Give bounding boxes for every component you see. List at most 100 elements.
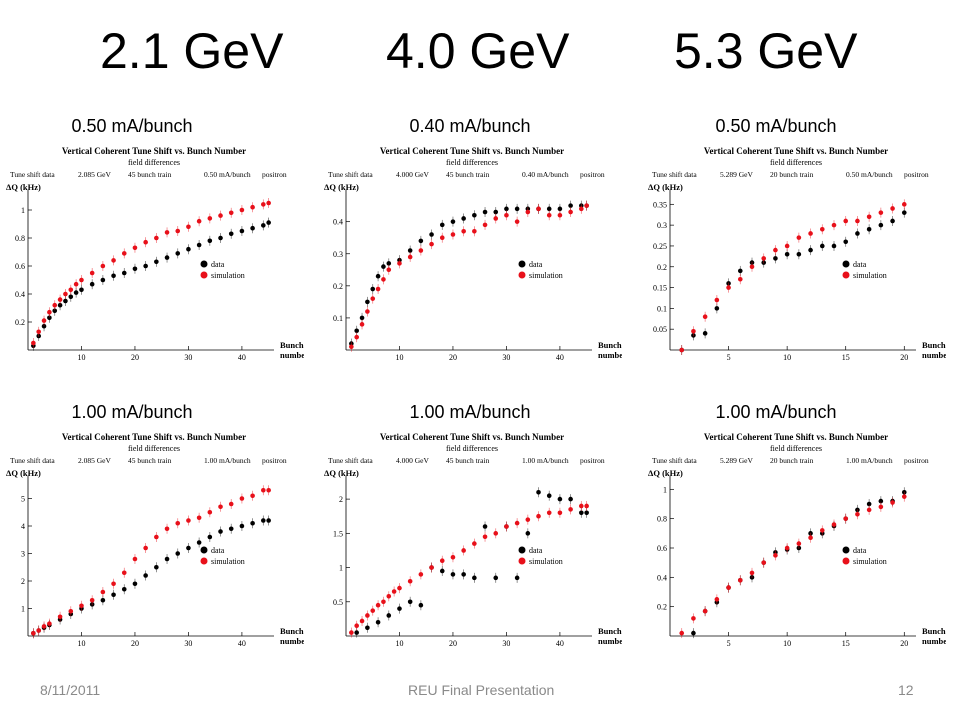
data-point: [239, 228, 245, 234]
simulation-point: [536, 513, 541, 519]
chart-title: Vertical Coherent Tune Shift vs. Bunch N…: [380, 432, 564, 442]
simulation-point: [878, 504, 884, 510]
data-point: [439, 222, 445, 228]
x-axis-label-line2: number: [922, 636, 946, 646]
chart-info-5: positron: [580, 170, 605, 179]
simulation-point: [154, 534, 159, 540]
legend-data-label: data: [853, 546, 867, 555]
simulation-point: [175, 228, 181, 234]
data-point: [239, 523, 245, 529]
simulation-point: [493, 531, 499, 536]
x-tick-label: 10: [77, 353, 85, 362]
y-tick-label: 1: [663, 485, 667, 494]
simulation-point: [546, 212, 552, 218]
simulation-point: [63, 291, 68, 297]
simulation-point: [749, 570, 755, 576]
data-point: [878, 222, 884, 228]
simulation-point: [47, 621, 52, 626]
chart-info-4: 1.00 mA/bunch: [204, 456, 251, 465]
simulation-point: [349, 344, 354, 350]
simulation-point: [79, 603, 84, 609]
x-tick-label: 10: [395, 353, 403, 362]
data-point: [901, 210, 907, 215]
data-point: [866, 226, 872, 232]
data-point: [370, 286, 376, 292]
chart-info-1: Tune shift data: [328, 170, 373, 179]
data-point: [218, 235, 223, 241]
simulation-point: [472, 541, 477, 546]
chart-info-1: Tune shift data: [328, 456, 373, 465]
x-tick-label: 30: [184, 639, 192, 648]
data-point: [175, 251, 181, 256]
data-point: [472, 575, 477, 581]
simulation-point: [111, 581, 116, 587]
data-point: [796, 251, 802, 257]
y-tick-label: 0.2: [657, 263, 667, 272]
y-tick-label: 2: [21, 577, 25, 586]
y-tick-label: 0.15: [653, 284, 667, 293]
data-point: [79, 287, 84, 293]
x-axis-label-line2: number: [280, 350, 304, 360]
y-tick-label: 4: [21, 522, 25, 531]
data-point: [691, 630, 696, 636]
data-point: [228, 526, 234, 532]
data-point: [429, 232, 434, 237]
simulation-point: [121, 251, 127, 256]
simulation-point: [901, 202, 907, 207]
simulation-point: [737, 577, 743, 583]
chart-title: Vertical Coherent Tune Shift vs. Bunch N…: [380, 146, 564, 156]
current-label-top-3: 0.50 mA/bunch: [715, 116, 837, 136]
simulation-point: [68, 608, 74, 614]
x-tick-label: 10: [783, 353, 791, 362]
data-point: [546, 206, 552, 212]
simulation-point: [132, 245, 138, 251]
data-point: [196, 242, 202, 248]
data-point: [737, 268, 743, 274]
energy-heading-3: 5.3 GeV: [674, 23, 858, 79]
chart-info-3: 45 bunch train: [128, 170, 172, 179]
legend-simulation-marker: [518, 557, 526, 565]
data-point: [482, 524, 488, 529]
simulation-point: [493, 216, 499, 221]
chart-2: Vertical Coherent Tune Shift vs. Bunch N…: [322, 142, 622, 372]
legend-simulation-label: simulation: [211, 271, 245, 280]
x-axis-label-line1: Bunch: [280, 340, 304, 350]
chart-info-5: positron: [262, 456, 287, 465]
chart-3: Vertical Coherent Tune Shift vs. Bunch N…: [646, 142, 946, 372]
data-point: [354, 328, 359, 334]
data-point: [493, 209, 499, 215]
simulation-point: [228, 210, 234, 216]
simulation-point: [186, 224, 191, 230]
chart-title: Vertical Coherent Tune Shift vs. Bunch N…: [62, 432, 246, 442]
legend-data-label: data: [529, 546, 543, 555]
y-tick-label: 0.6: [657, 544, 667, 553]
x-tick-label: 40: [238, 639, 246, 648]
simulation-point: [218, 213, 223, 218]
x-tick-label: 30: [184, 353, 192, 362]
simulation-point: [796, 541, 802, 546]
simulation-point: [429, 241, 434, 247]
data-point: [250, 520, 255, 526]
data-point: [568, 496, 573, 502]
chart-svg: Vertical Coherent Tune Shift vs. Bunch N…: [648, 432, 946, 648]
x-tick-label: 15: [842, 639, 850, 648]
chart-info-4: 1.00 mA/bunch: [846, 456, 893, 465]
y-tick-label: 0.1: [333, 314, 343, 323]
simulation-point: [866, 214, 872, 220]
simulation-point: [418, 248, 424, 253]
data-point: [514, 206, 520, 212]
chart-info-2: 4.000 GeV: [396, 456, 429, 465]
y-tick-label: 0.25: [653, 242, 667, 251]
simulation-point: [714, 597, 720, 602]
simulation-point: [57, 614, 63, 620]
data-point: [73, 290, 79, 295]
current-label-bottom-3: 1.00 mA/bunch: [715, 402, 837, 422]
chart-info-5: positron: [904, 456, 929, 465]
simulation-point: [855, 218, 860, 224]
simulation-point: [808, 535, 813, 541]
footer-date: 8/11/2011: [40, 682, 101, 698]
chart-svg: Vertical Coherent Tune Shift vs. Bunch N…: [6, 146, 304, 362]
simulation-point: [397, 585, 402, 591]
x-axis-label-line2: number: [922, 350, 946, 360]
simulation-point: [843, 218, 849, 224]
